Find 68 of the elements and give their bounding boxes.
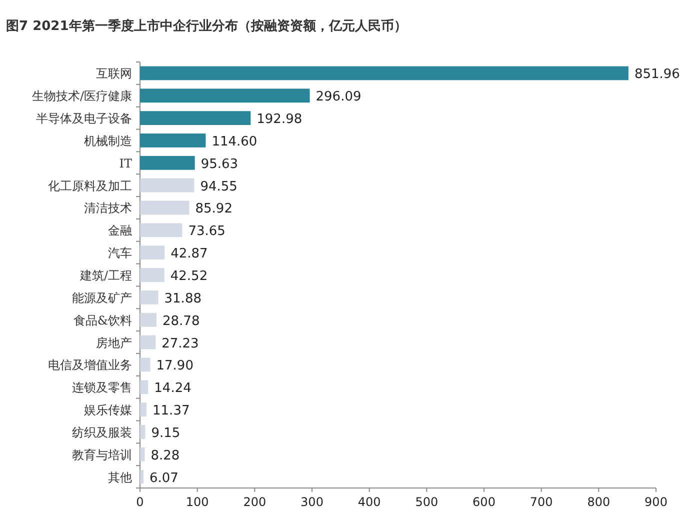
x-tick-label: 200 <box>243 495 266 509</box>
data-label: 95.63 <box>200 156 238 172</box>
y-tick-label: 汽车 <box>108 246 132 260</box>
data-label: 6.07 <box>149 470 178 486</box>
x-tick-label: 0 <box>136 495 144 509</box>
bar <box>140 156 195 170</box>
bar <box>140 66 628 80</box>
x-tick-label: 500 <box>415 495 438 509</box>
x-tick-label: 600 <box>472 495 496 509</box>
data-label: 192.98 <box>256 112 302 128</box>
data-label: 31.88 <box>164 291 202 306</box>
y-tick-label: 其他 <box>108 470 132 484</box>
y-tick-label: 建筑/工程 <box>78 268 132 282</box>
y-tick-label: 半导体及电子设备 <box>36 112 132 126</box>
chart-title: 图7 2021年第一季度上市中企行业分布（按融资资额，亿元人民币） <box>6 18 407 34</box>
bar <box>140 178 194 192</box>
bar <box>140 88 310 103</box>
y-tick-label: 金融 <box>108 224 132 238</box>
x-tick-label: 900 <box>644 495 668 509</box>
data-label: 296.09 <box>316 90 362 105</box>
y-tick-label: 教育与培训 <box>72 448 132 462</box>
x-tick-label: 100 <box>186 495 209 509</box>
data-label: 114.60 <box>212 134 258 150</box>
y-tick-label: 食品&饮料 <box>73 313 132 328</box>
y-tick-label: 房地产 <box>96 336 132 350</box>
y-tick-label: 电信及增值业务 <box>48 358 132 372</box>
y-tick-label: 化工原料及加工 <box>48 178 132 193</box>
data-label: 11.37 <box>152 404 190 419</box>
data-label: 851.96 <box>634 67 680 82</box>
bar <box>140 312 156 327</box>
y-tick-label: 纺织及服装 <box>72 425 132 440</box>
data-label: 8.28 <box>150 448 180 464</box>
x-tick-label: 400 <box>358 495 381 509</box>
y-tick-label: 能源及矿产 <box>72 290 132 305</box>
x-tick-label: 800 <box>587 495 610 509</box>
bar <box>140 290 158 304</box>
x-tick-label: 700 <box>530 495 553 509</box>
bar <box>140 424 146 439</box>
bar <box>140 134 206 148</box>
data-label: 42.87 <box>170 246 208 262</box>
bar <box>140 335 156 350</box>
bar <box>140 358 150 372</box>
bar <box>140 246 165 260</box>
data-label: 42.52 <box>170 269 208 284</box>
x-tick-label: 300 <box>300 495 324 509</box>
y-tick-label: 机械制造 <box>84 134 132 148</box>
data-label: 9.15 <box>151 426 180 441</box>
data-label: 94.55 <box>200 179 238 194</box>
y-tick-label: 娱乐传媒 <box>84 403 132 418</box>
data-label: 17.90 <box>156 358 194 374</box>
bar <box>140 111 251 126</box>
bar <box>140 447 145 462</box>
bar <box>140 470 144 484</box>
bar <box>140 223 182 238</box>
y-tick-label: 生物技术/医疗健康 <box>32 89 132 104</box>
data-label: 14.24 <box>154 381 192 396</box>
bar <box>140 268 164 282</box>
y-tick-label: 清洁技术 <box>84 201 132 216</box>
y-tick-label: 连锁及零售 <box>72 380 132 395</box>
y-tick-label: IT <box>119 156 132 170</box>
bar <box>140 200 190 215</box>
y-tick-label: 互联网 <box>96 66 132 81</box>
bar <box>140 380 148 394</box>
bar <box>140 402 147 416</box>
data-label: 85.92 <box>195 202 232 217</box>
data-label: 27.23 <box>162 336 199 352</box>
data-label: 28.78 <box>162 314 200 329</box>
data-label: 73.65 <box>188 224 226 240</box>
